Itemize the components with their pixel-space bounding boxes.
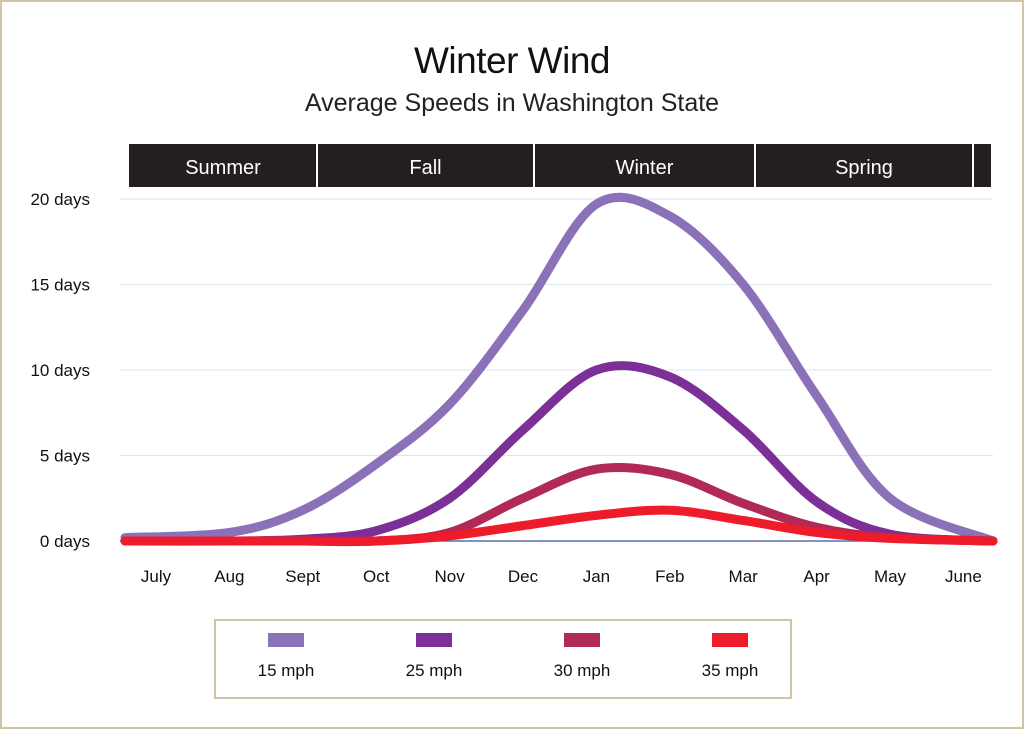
- legend-swatch-30-mph: [564, 633, 600, 647]
- y-tick-label-15: 15 days: [30, 276, 90, 295]
- x-tick-label-nov: Nov: [434, 567, 465, 586]
- x-tick-label-jan: Jan: [583, 567, 610, 586]
- legend-label-15-mph: 15 mph: [257, 661, 315, 680]
- x-tick-label-aug: Aug: [214, 567, 244, 586]
- x-tick-label-mar: Mar: [729, 567, 759, 586]
- legend-label-25-mph: 25 mph: [405, 661, 463, 680]
- series-line-15-mph: [120, 192, 998, 546]
- season-label-summer: Summer: [185, 157, 261, 179]
- x-tick-label-july: July: [141, 567, 172, 586]
- season-label-fall: Fall: [409, 157, 441, 179]
- legend-item-35-mph: 35 mph: [660, 633, 800, 681]
- x-tick-label-dec: Dec: [508, 567, 539, 586]
- legend-item-30-mph: 30 mph: [512, 633, 652, 681]
- legend-label-30-mph: 30 mph: [553, 661, 611, 680]
- legend-swatch-25-mph: [416, 633, 452, 647]
- chart-subtitle: Average Speeds in Washington State: [304, 89, 720, 117]
- x-tick-label-may: May: [874, 567, 907, 586]
- season-label-winter: Winter: [616, 157, 674, 179]
- x-tick-label-june: June: [945, 567, 982, 586]
- chart-title: Winter Wind: [414, 40, 610, 81]
- season-label-spring: Spring: [835, 157, 893, 179]
- x-tick-label-sept: Sept: [285, 567, 320, 586]
- x-tick-label-feb: Feb: [655, 567, 684, 586]
- legend-label-35-mph: 35 mph: [701, 661, 759, 680]
- x-tick-label-oct: Oct: [363, 567, 390, 586]
- legend-item-25-mph: 25 mph: [364, 633, 504, 681]
- legend-swatch-35-mph: [712, 633, 748, 647]
- legend: 15 mph 25 mph 30 mph 35 mph: [214, 619, 792, 699]
- legend-swatch-15-mph: [268, 633, 304, 647]
- series-line-25-mph: [120, 361, 998, 546]
- y-tick-label-5: 5 days: [40, 447, 90, 466]
- series-line-35-mph: [120, 505, 998, 546]
- legend-item-15-mph: 15 mph: [216, 633, 356, 681]
- y-tick-label-10: 10 days: [30, 361, 90, 380]
- x-tick-label-apr: Apr: [803, 567, 830, 586]
- y-tick-label-0: 0 days: [40, 532, 90, 551]
- y-tick-label-20: 20 days: [30, 190, 90, 209]
- season-band: [129, 144, 991, 187]
